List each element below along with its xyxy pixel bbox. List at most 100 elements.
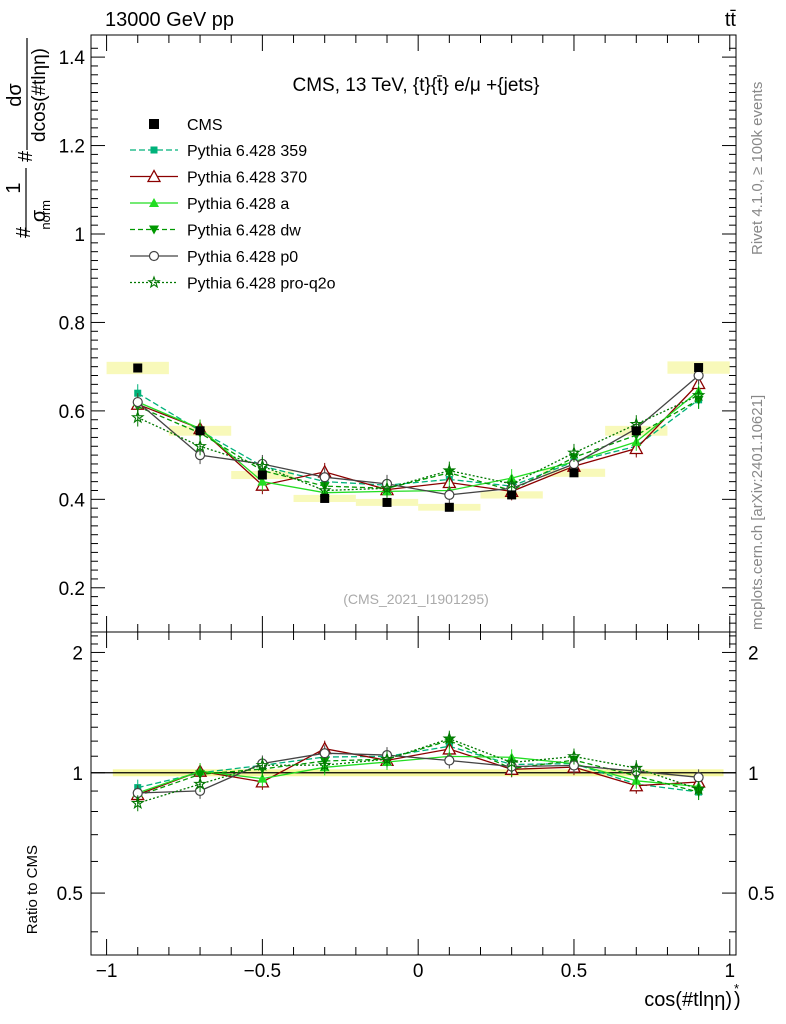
series-point <box>691 388 706 402</box>
ylabel-frac1-numerator: 1 <box>3 182 25 193</box>
ratio-series-line <box>137 745 699 793</box>
x-tick-label: 0 <box>413 961 424 982</box>
legend-entry: Pythia 6.428 p0 <box>130 249 298 266</box>
rivet-version-label: Rivet 4.1.0, ≥ 100k events <box>749 82 766 255</box>
x-axis-label-close: ) <box>734 989 741 1011</box>
legend-label: Pythia 6.428 p0 <box>187 249 298 266</box>
header-left-label: 13000 GeV pp <box>105 9 234 31</box>
x-tick-label: 0.5 <box>561 961 587 982</box>
ratio-series-point <box>130 796 145 810</box>
ratio-y-tick-label-right: 1 <box>748 764 759 785</box>
ratio-series-group <box>130 730 706 812</box>
source-label: mcplots.cern.ch [arXiv:2401.10621] <box>749 395 766 630</box>
main-y-tick-label: 0.8 <box>59 313 85 334</box>
series-point <box>257 476 268 486</box>
ratio-series-point <box>629 760 644 774</box>
legend-marker <box>150 146 158 154</box>
ratio-series-point <box>442 731 457 745</box>
main-axis-ticks: 0.2 0.4 0.6 0.8 1 1.2 1.4 <box>59 35 736 632</box>
series-point <box>193 439 207 453</box>
ratio-series-point <box>444 755 455 766</box>
ratio-series-point <box>317 757 332 771</box>
ratio-series-pythia-6-428-dw <box>132 732 704 804</box>
legend-label: Pythia 6.428 359 <box>187 143 307 160</box>
legend-entry-cms: CMS <box>149 117 223 134</box>
legend: CMS Pythia 6.428 359 Pythia 6.428 370 Pythi… <box>130 117 336 293</box>
ratio-y-tick-label: 2 <box>72 643 83 664</box>
ylabel-prefix: # <box>13 226 35 238</box>
header-right-label: tt̄ <box>725 9 737 31</box>
ratio-series-point <box>257 773 268 783</box>
ylabel-frac2-numerator: dσ <box>4 83 26 107</box>
main-y-tick-label: 0.6 <box>59 402 85 423</box>
ratio-series-point <box>255 758 270 772</box>
ratio-series-pythia-6-428-pro-q2o <box>130 730 706 812</box>
series-point <box>132 396 143 408</box>
series-point <box>442 463 457 477</box>
legend-label: Pythia 6.428 370 <box>187 170 307 187</box>
ratio-series-point <box>195 770 206 780</box>
cms-data-point <box>195 426 205 436</box>
ratio-series-line <box>137 738 699 804</box>
ratio-axis-ticks: 0.5 0.5 1 1 2 2 −1 −0.5 0 0.5 1 <box>57 632 774 982</box>
cms-data-point <box>569 468 579 478</box>
ratio-series-point <box>691 781 706 795</box>
legend-label: Pythia 6.428 pro-q2o <box>187 276 336 293</box>
ylabel-frac1-denominator: σ <box>28 209 50 222</box>
legend-entry: Pythia 6.428 359 <box>130 143 307 160</box>
cms-data-point <box>382 497 392 507</box>
x-axis-label: cos(#tlηη) * ) <box>644 981 740 1011</box>
main-y-tick-label: 1.2 <box>59 137 85 158</box>
series-line <box>137 383 700 493</box>
legend-marker <box>146 169 162 183</box>
main-y-axis-label: # 1 σ norm # dσ dcos(#tlηη) <box>3 38 53 238</box>
series-point <box>319 472 330 483</box>
ratio-y-tick-label: 1 <box>72 764 83 785</box>
ratio-series-point <box>693 772 704 783</box>
analysis-watermark: (CMS_2021_I1901295) <box>343 591 489 607</box>
legend-entry: Pythia 6.428 370 <box>130 169 307 187</box>
legend-label: Pythia 6.428 dw <box>187 223 301 240</box>
series-pythia-6-428-370 <box>130 374 706 501</box>
cms-data-point <box>320 493 330 503</box>
x-axis-label-sup: * <box>734 981 739 996</box>
cms-data-point <box>444 502 454 512</box>
main-y-tick-label: 0.4 <box>59 490 86 511</box>
cms-data-point <box>133 363 143 373</box>
legend-marker <box>149 198 159 207</box>
x-tick-label: 1 <box>724 961 735 982</box>
cms-data-point <box>257 470 267 480</box>
series-pythia-6-428-pro-q2o <box>130 386 706 500</box>
series-point <box>504 476 519 490</box>
series-point <box>444 489 455 501</box>
ratio-series-point <box>193 776 207 790</box>
x-axis-label-text: cos(#tlηη) <box>644 989 732 1011</box>
legend-label: Pythia 6.428 a <box>187 196 289 213</box>
series-point <box>380 481 394 495</box>
cms-data-point <box>694 363 704 373</box>
ylabel-frac2-denominator: dcos(#tlηη) <box>29 48 50 142</box>
legend-entry: Pythia 6.428 dw <box>130 223 301 240</box>
ylabel-frac1-subscript: norm <box>38 200 53 230</box>
ratio-series-point <box>319 748 330 759</box>
legend-entry: Pythia 6.428 pro-q2o <box>130 275 336 293</box>
ratio-y-tick-label-right: 2 <box>748 643 759 664</box>
ratio-series-point <box>380 752 394 766</box>
cms-data-point <box>507 490 517 500</box>
ylabel-frac2-prefix: # <box>15 150 37 162</box>
series-line <box>137 390 700 494</box>
series-point <box>130 410 145 424</box>
ratio-series-point <box>504 755 519 769</box>
legend-marker <box>149 225 159 235</box>
x-tick-label: −1 <box>96 961 118 982</box>
legend-entry: Pythia 6.428 a <box>130 196 289 213</box>
series-line <box>137 392 699 487</box>
ratio-series-point <box>567 749 581 763</box>
series-line <box>137 394 699 492</box>
main-y-tick-label: 1.4 <box>59 48 86 69</box>
ratio-y-tick-label-right: 0.5 <box>748 884 774 905</box>
ratio-y-axis-label: Ratio to CMS <box>24 845 41 934</box>
legend-label: CMS <box>187 117 223 134</box>
legend-marker <box>149 119 159 129</box>
